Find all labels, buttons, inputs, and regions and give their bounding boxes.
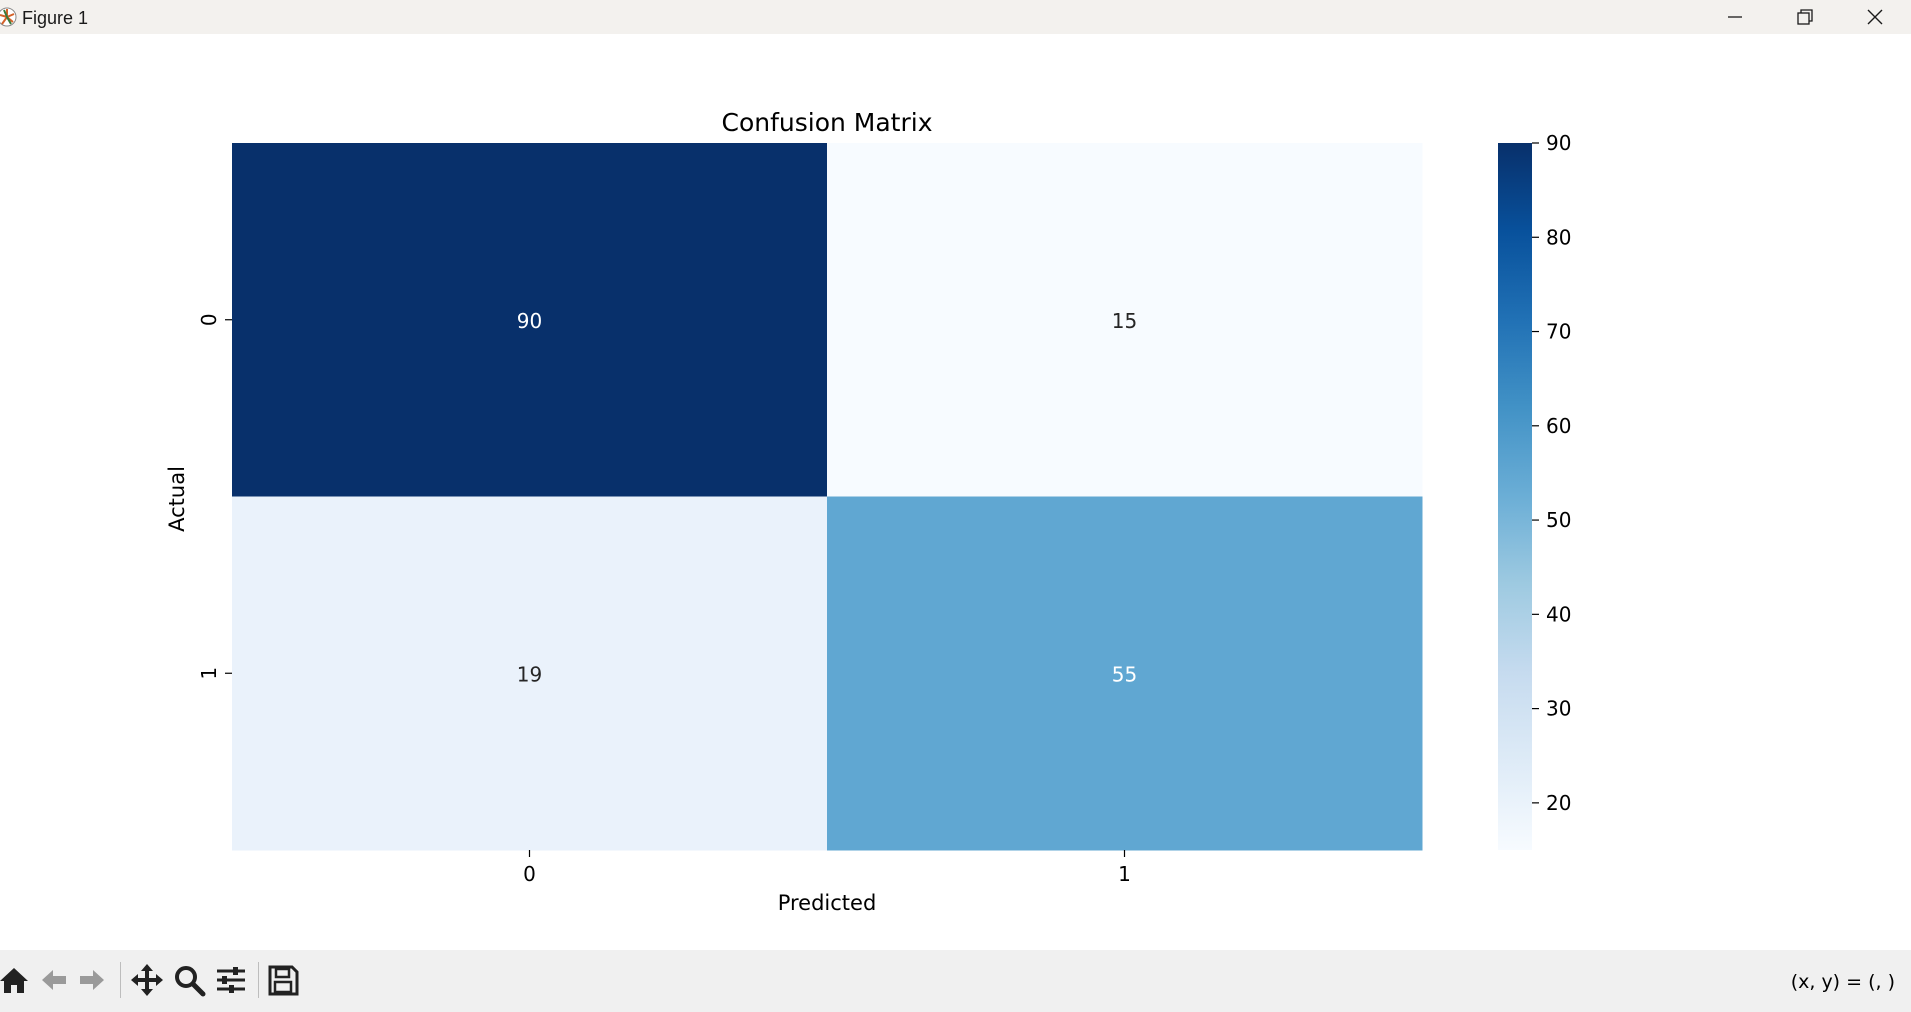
colorbar-tick-label: 60: [1546, 414, 1571, 438]
minimize-button[interactable]: [1700, 0, 1770, 34]
chart-title: Confusion Matrix: [721, 108, 932, 137]
colorbar-ticks: 20 30 40 50 60 70 80 90: [1532, 131, 1571, 815]
y-tick-label: 0: [197, 313, 221, 326]
colorbar-tick-label: 30: [1546, 697, 1571, 721]
maximize-button[interactable]: [1770, 0, 1840, 34]
matplotlib-icon: [0, 7, 17, 27]
colorbar-tick-label: 50: [1546, 508, 1571, 532]
forward-icon: [80, 970, 104, 990]
window-title: Figure 1: [22, 8, 89, 28]
heatmap-cell: [232, 496, 828, 851]
y-tick-label: 1: [197, 667, 221, 680]
close-icon: [1867, 9, 1883, 25]
forward-button[interactable]: [74, 962, 110, 998]
heatmap-cell: [827, 143, 1423, 497]
colorbar: [1498, 143, 1532, 850]
cursor-coordinates: (x, y) = (, ): [1790, 971, 1895, 993]
cell-annotation: 19: [517, 662, 542, 686]
zoom-icon: [175, 966, 206, 997]
x-axis-label: Predicted: [778, 891, 877, 915]
save-icon: [268, 965, 299, 996]
cell-annotation: 90: [517, 309, 542, 333]
zoom-button[interactable]: [171, 962, 207, 998]
minimize-icon: [1728, 16, 1742, 18]
x-tick-label: 0: [523, 862, 536, 886]
navigation-toolbar: (x, y) = (, ): [0, 950, 1911, 1012]
home-icon: [0, 968, 28, 993]
pan-icon: [131, 964, 163, 996]
heatmap-cells: 90 15 19 55 0 1 0 1: [197, 143, 1423, 886]
back-button[interactable]: [36, 962, 72, 998]
figure-canvas[interactable]: Confusion Matrix 90 15 19 55 0 1 0 1 Predicted …: [0, 34, 1911, 950]
restore-icon: [1797, 9, 1813, 25]
colorbar-tick-label: 40: [1546, 602, 1571, 626]
cell-annotation: 15: [1112, 309, 1137, 333]
x-tick-label: 1: [1118, 862, 1131, 886]
save-button[interactable]: [265, 962, 301, 998]
window-titlebar: Figure 1: [0, 0, 1911, 34]
y-axis-label: Actual: [165, 466, 189, 532]
colorbar-tick-label: 80: [1546, 225, 1571, 249]
colorbar-tick-label: 90: [1546, 131, 1571, 155]
home-button[interactable]: [0, 962, 32, 998]
configure-subplots-icon: [217, 967, 245, 993]
colorbar-tick-label: 20: [1546, 791, 1571, 815]
pan-button[interactable]: [129, 962, 165, 998]
close-button[interactable]: [1840, 0, 1910, 34]
configure-subplots-button[interactable]: [213, 962, 249, 998]
heatmap-cell: [827, 496, 1423, 851]
colorbar-tick-label: 70: [1546, 320, 1571, 344]
cell-annotation: 55: [1112, 662, 1137, 686]
heatmap-cell: [232, 143, 828, 497]
toolbar-separator: [258, 962, 259, 998]
back-icon: [42, 970, 66, 990]
toolbar-separator: [120, 962, 121, 998]
